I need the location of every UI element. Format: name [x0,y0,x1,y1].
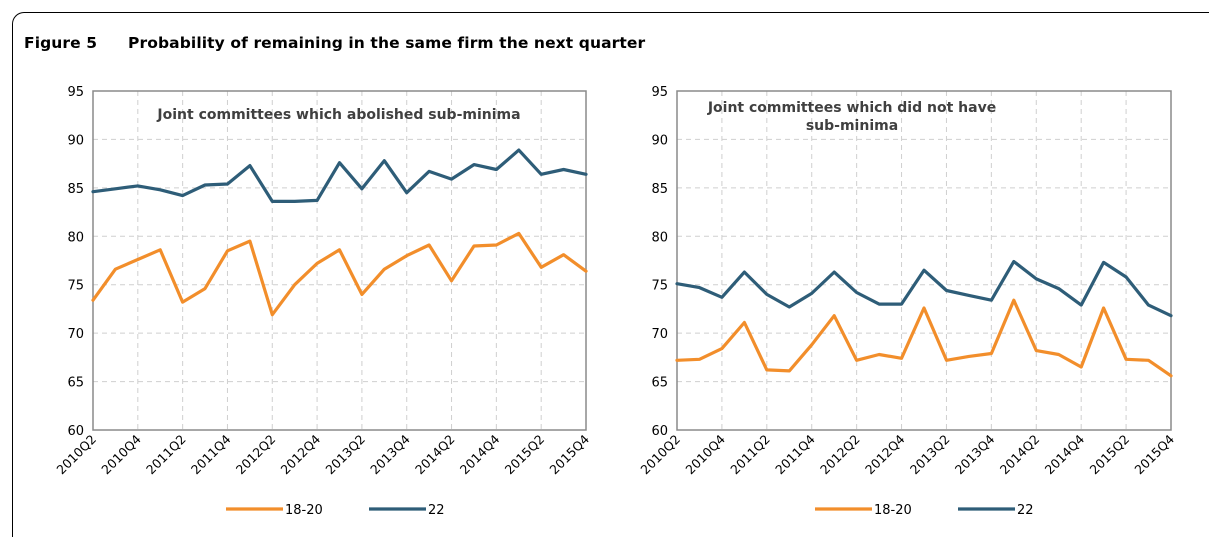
x-tick-label: 2011Q4 [772,431,818,477]
legend-label: 18-20 [874,503,912,518]
y-tick-label: 80 [67,230,84,245]
chart-title-line: Joint committees which did not have [707,100,996,116]
x-tick-label: 2012Q2 [817,432,863,478]
y-tick-label: 65 [651,376,668,391]
y-tick-label: 85 [651,182,668,197]
y-tick-label: 70 [67,327,84,342]
plot-border [92,90,587,431]
figure-frame [12,12,1209,537]
series-line-18-20 [91,231,588,317]
y-tick-label: 90 [651,133,668,148]
figure-title-text: Probability of remaining in the same fir… [128,34,646,52]
y-tick-label: 70 [651,327,668,342]
series-line-18-20 [675,298,1173,378]
y-tick-label: 95 [67,85,84,100]
chart-title-line: Joint committees which abolished sub-min… [156,107,520,123]
y-tick-label: 75 [67,279,84,294]
x-tick-label: 2015Q2 [1087,432,1133,478]
figure-label: Figure 5 [24,34,98,52]
plot-border [676,90,1172,431]
x-tick-label: 2015Q4 [1131,431,1177,477]
y-tick-label: 75 [651,279,668,294]
legend-label: 22 [428,503,445,518]
y-tick-label: 80 [651,230,668,245]
x-tick-label: 2014Q4 [1042,431,1088,477]
y-tick-label: 60 [67,424,84,439]
y-tick-label: 85 [67,182,84,197]
figure-title: Figure 5 Probability of remaining in the … [24,34,645,52]
series-line-22 [675,259,1173,318]
x-tick-label: 2014Q2 [997,432,1043,478]
y-tick-label: 60 [651,424,668,439]
y-tick-label: 95 [651,85,668,100]
x-tick-label: 2013Q2 [907,432,953,478]
x-tick-label: 2011Q2 [727,432,773,478]
x-tick-label: 2013Q4 [952,431,998,477]
series-line-22 [91,148,588,203]
legend-label: 18-20 [285,503,323,518]
legend-label: 22 [1017,503,1034,518]
x-tick-label: 2012Q4 [862,431,908,477]
y-tick-label: 65 [67,376,84,391]
chart-title-line: sub-minima [806,118,898,134]
x-tick-label: 2010Q4 [682,431,728,477]
y-tick-label: 90 [67,133,84,148]
